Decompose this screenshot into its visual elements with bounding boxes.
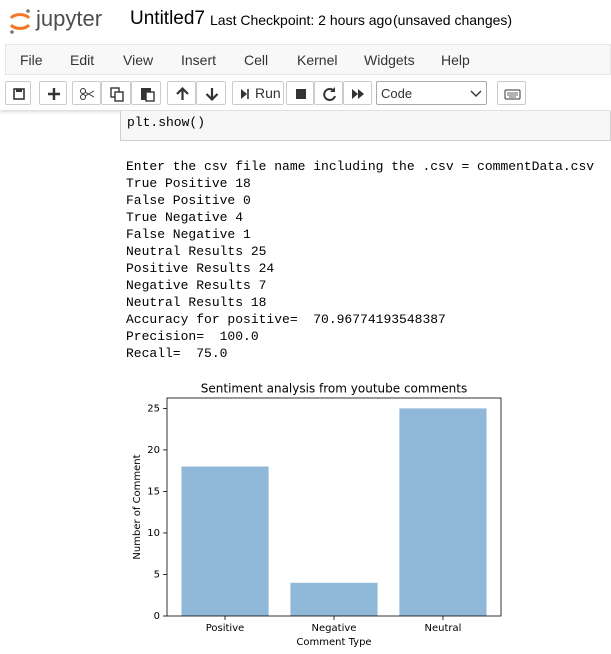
menu-bar <box>5 44 611 75</box>
move-down-button[interactable] <box>196 81 226 105</box>
menu-item[interactable]: Widgets <box>364 52 415 68</box>
menu-item[interactable]: Kernel <box>297 52 338 68</box>
stop-button[interactable] <box>286 81 314 105</box>
restart-run-all-button[interactable] <box>343 81 372 105</box>
menu-item[interactable]: Insert <box>181 52 217 68</box>
menu-item[interactable]: View <box>123 52 154 68</box>
output-line: True Negative 4 <box>126 210 244 225</box>
y-tick-label: 5 <box>154 569 160 580</box>
menu-item[interactable]: File <box>20 52 43 68</box>
plot-frame <box>166 397 502 617</box>
save-button[interactable] <box>5 81 31 105</box>
chart: Sentiment analysis from youtube comments… <box>132 382 502 648</box>
output-line: Accuracy for positive= 70.96774193548387 <box>126 312 446 327</box>
x-tick-label: Positive <box>206 623 245 634</box>
checkpoint: Last Checkpoint: 2 hours ago <box>210 12 393 28</box>
chart-title: Sentiment analysis from youtube comments <box>201 382 467 396</box>
menu-item[interactable]: Cell <box>244 52 269 68</box>
bar <box>181 466 269 616</box>
menu-item[interactable]: Help <box>441 52 470 68</box>
keyboard-button[interactable] <box>497 81 526 105</box>
code-line: plt.show() <box>127 115 206 130</box>
notebook-name[interactable]: Untitled7 <box>130 8 205 29</box>
x-tick-label: Neutral <box>425 623 462 634</box>
copy-button[interactable] <box>101 81 131 105</box>
y-axis-label: Number of Comment <box>132 454 143 559</box>
y-tick-label: 15 <box>147 486 160 497</box>
add-cell-button[interactable] <box>39 81 67 105</box>
output-line: Neutral Results 25 <box>126 244 267 259</box>
restart-button[interactable] <box>314 81 343 105</box>
output-line: True Positive 18 <box>126 176 251 191</box>
output-line: False Positive 0 <box>126 193 251 208</box>
bar <box>399 408 487 616</box>
output-line: Neutral Results 18 <box>126 295 267 310</box>
output-line: Enter the csv file name including the .c… <box>126 159 595 174</box>
y-tick-label: 0 <box>154 611 160 622</box>
y-tick-label: 20 <box>147 445 160 456</box>
output-line: False Negative 1 <box>126 227 251 242</box>
logo-text[interactable]: jupyter <box>36 6 103 31</box>
output-line: Positive Results 24 <box>126 261 275 276</box>
run-label: Run <box>255 85 281 101</box>
cut-button[interactable] <box>72 81 101 105</box>
cell-type-select[interactable]: Code <box>376 81 487 105</box>
bar <box>290 582 378 616</box>
paste-button[interactable] <box>131 81 161 105</box>
cell-type: Code <box>381 86 413 101</box>
y-tick-label: 25 <box>147 403 160 414</box>
menu-item[interactable]: Edit <box>70 52 95 68</box>
y-tick-label: 10 <box>147 528 160 539</box>
move-up-button[interactable] <box>167 81 196 105</box>
x-tick-label: Negative <box>312 623 357 634</box>
output-line: Precision= 100.0 <box>126 329 259 344</box>
code-cell[interactable]: plt.show() <box>120 111 611 141</box>
output-line: Recall= 75.0 <box>126 346 228 361</box>
output-line: Negative Results 7 <box>126 278 267 293</box>
save-status: (unsaved changes) <box>393 12 513 28</box>
x-axis-label: Comment Type <box>296 637 371 648</box>
header: jupyter Untitled7 Last Checkpoint: 2 hou… <box>0 0 611 42</box>
run-button[interactable]: Run <box>232 81 284 105</box>
logo-icon <box>9 9 31 34</box>
